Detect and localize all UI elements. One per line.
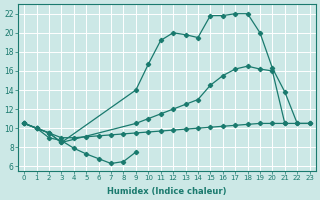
X-axis label: Humidex (Indice chaleur): Humidex (Indice chaleur) (107, 187, 227, 196)
